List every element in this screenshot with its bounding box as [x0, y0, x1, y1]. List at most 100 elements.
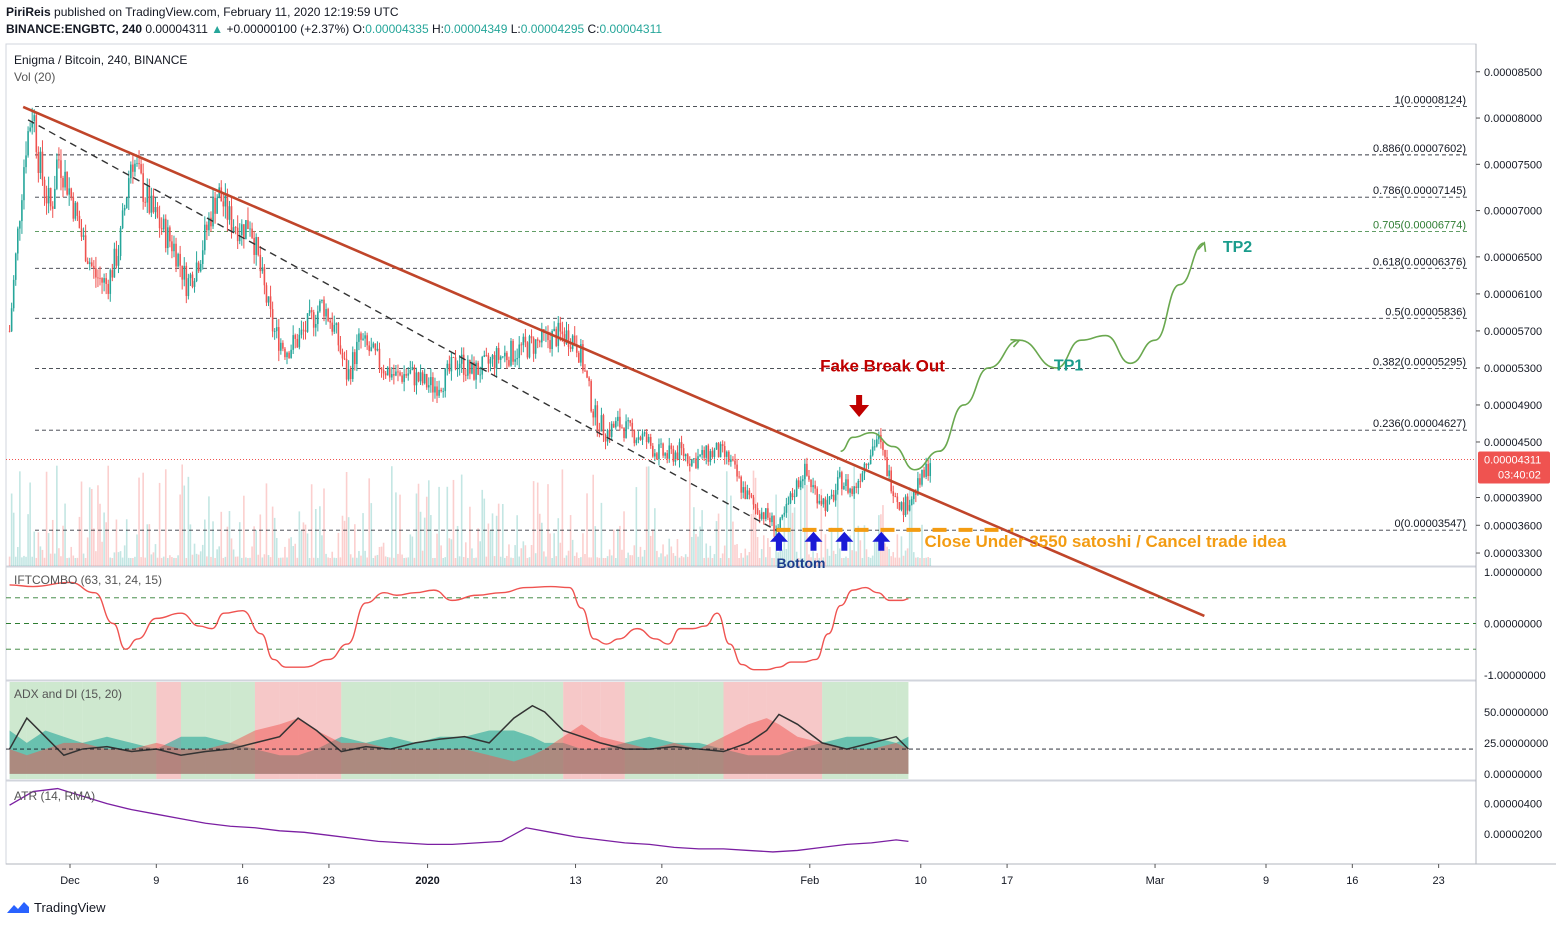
volume-bar: [912, 552, 915, 566]
volume-bar: [230, 538, 233, 566]
volume-bar: [123, 545, 126, 566]
volume-bar: [785, 548, 788, 566]
volume-bar: [351, 557, 354, 566]
candle-body: [765, 508, 767, 519]
publisher-name[interactable]: PiriReis: [6, 5, 51, 19]
candle-body: [615, 421, 617, 428]
volume-bar: [904, 550, 907, 566]
candle-body: [197, 262, 200, 272]
candle-body: [512, 340, 514, 362]
fib-level-label: 0.786(0.00007145): [1373, 185, 1466, 197]
footer-brand[interactable]: TradingView: [6, 900, 106, 915]
volume-bar: [795, 551, 798, 566]
candle-body: [715, 442, 718, 450]
time-tick-label: Dec: [60, 875, 80, 887]
volume-bar: [668, 538, 671, 566]
candle-body: [795, 480, 798, 497]
adx-tick-label: 25.00000000: [1484, 738, 1548, 750]
ift-label: IFTCOMBO (63, 31, 24, 15): [14, 573, 162, 587]
volume-bar: [95, 551, 97, 566]
fib-level-label: 0(0.00003547): [1394, 518, 1466, 530]
candle-body: [393, 374, 395, 376]
volume-bar: [162, 556, 165, 566]
candle-body: [756, 508, 759, 514]
volume-bar: [370, 503, 373, 566]
candle-body: [428, 385, 430, 388]
candle-body: [668, 445, 671, 459]
candle-body: [818, 500, 821, 504]
volume-bar: [177, 555, 179, 566]
candle-body: [64, 171, 66, 188]
candle-body: [345, 359, 348, 380]
candle-body: [152, 195, 155, 213]
volume-bar: [360, 555, 362, 566]
candle-body: [547, 331, 549, 341]
candle-body: [641, 433, 644, 440]
volume-bar: [481, 489, 484, 566]
volume-bar: [349, 554, 352, 566]
volume-bar: [152, 552, 155, 566]
volume-bar: [321, 535, 323, 566]
fib-level-label: 0.5(0.00005836): [1385, 306, 1466, 318]
volume-bar: [282, 557, 284, 566]
volume-bar: [528, 557, 531, 566]
volume-bar: [551, 557, 553, 566]
candle-body: [705, 445, 708, 458]
candle-body: [602, 415, 605, 436]
volume-bar: [538, 513, 541, 566]
candle-body: [600, 415, 603, 432]
volume-bar: [501, 504, 504, 566]
volume-bar: [742, 557, 745, 566]
volume-bar: [678, 557, 681, 566]
candle-body: [294, 335, 297, 339]
candle-body: [238, 235, 241, 242]
drawings-layer: Close Under 3550 satoshi / Cancel trade …: [22, 105, 1287, 618]
volume-bar: [341, 515, 344, 566]
candle-body: [518, 344, 521, 359]
change-up-icon: ▲: [211, 22, 224, 36]
volume-bar: [10, 493, 13, 566]
candle-body: [767, 508, 769, 518]
candle-body: [645, 432, 648, 443]
volume-bar: [438, 486, 440, 566]
candle-body: [709, 451, 712, 462]
candle-body: [789, 493, 792, 504]
candle-body: [471, 362, 473, 374]
candle-body: [19, 221, 21, 229]
candle-body: [323, 299, 325, 317]
candle-body: [434, 386, 436, 393]
candle-body: [575, 344, 578, 353]
volume-bar: [736, 544, 738, 566]
volume-bar: [419, 511, 422, 566]
time-tick-label: 23: [1433, 875, 1445, 887]
fib-level-label: 0.705(0.00006774): [1373, 220, 1466, 232]
volume-bar: [664, 556, 666, 566]
volume-bar: [368, 478, 371, 566]
volume-bar: [154, 544, 157, 566]
volume-bar: [51, 519, 54, 566]
candle-body: [193, 281, 196, 287]
adx-tick-label: 0.00000000: [1484, 769, 1542, 781]
volume-bar: [728, 557, 730, 566]
volume-bar: [397, 553, 399, 566]
down-arrow-icon: [849, 394, 870, 417]
volume-bar: [333, 557, 336, 566]
candle-body: [734, 460, 736, 465]
candle-body: [590, 381, 592, 412]
volume-bar: [750, 513, 753, 566]
volume-bar: [286, 557, 288, 566]
volume-bar: [93, 528, 95, 566]
indicator-panes: IFTCOMBO (63, 31, 24, 15) ADX and DI (15,…: [6, 573, 1476, 853]
candle-body: [8, 330, 11, 332]
volume-bar: [662, 544, 664, 566]
volume-bar: [181, 464, 184, 566]
candle-body: [927, 463, 929, 477]
candle-body: [247, 220, 249, 229]
volume-bar: [467, 557, 469, 566]
volume-bar: [76, 557, 79, 566]
volume-bar: [649, 535, 652, 566]
candle-body: [561, 331, 564, 335]
candle-body: [432, 377, 434, 393]
volume-bar: [915, 557, 917, 566]
